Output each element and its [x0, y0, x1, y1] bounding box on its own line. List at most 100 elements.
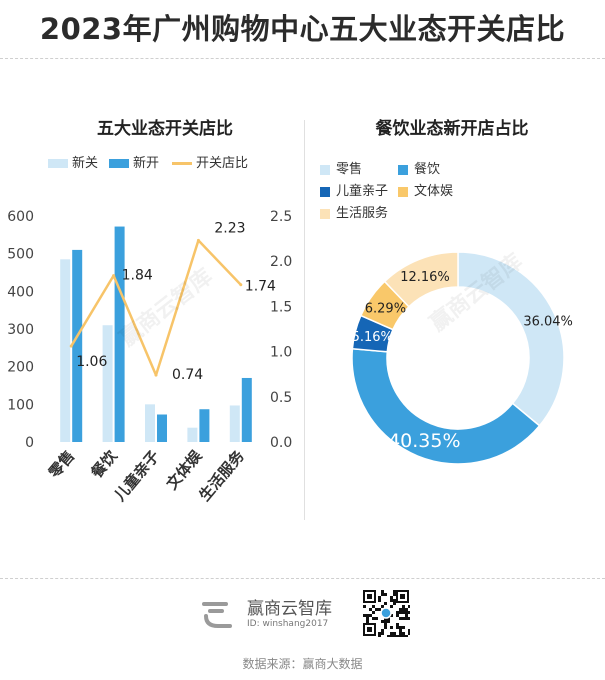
page-title: 2023年广州购物中心五大业态开关店比	[39, 12, 566, 46]
legend-kids: 儿童亲子	[320, 180, 388, 199]
footer-divider	[0, 578, 605, 579]
title-divider	[0, 58, 605, 59]
qr-module	[381, 590, 384, 593]
donut-data-label: 12.16%	[400, 270, 450, 285]
bar-open	[114, 226, 125, 442]
ratio-data-label: 0.74	[172, 367, 203, 383]
right-axis-tick-label: 1.5	[270, 299, 292, 315]
qr-module	[378, 632, 381, 635]
ratio-point	[154, 373, 158, 377]
qr-module	[396, 626, 399, 629]
left-axis-tick-label: 400	[7, 284, 34, 300]
qr-module	[408, 629, 410, 632]
qr-module	[405, 635, 408, 637]
donut-slice	[457, 251, 565, 427]
qr-module	[378, 596, 381, 599]
ratio-point	[239, 283, 243, 287]
qr-module	[381, 632, 384, 635]
donut-data-label: 6.29%	[365, 301, 406, 316]
qr-module	[405, 611, 408, 614]
bar-close	[60, 259, 71, 442]
legend-open: 新开	[109, 152, 159, 171]
left-axis-tick-label: 600	[7, 209, 34, 225]
qr-center	[380, 607, 392, 619]
qr-module	[393, 602, 396, 605]
qr-module	[387, 617, 390, 620]
qr-module	[399, 626, 402, 629]
donut-data-label: 40.35%	[388, 430, 460, 452]
legend-open-swatch	[109, 159, 129, 168]
qr-module	[402, 635, 405, 637]
qr-module	[387, 635, 390, 637]
qr-module	[396, 611, 399, 614]
left-axis-tick-label: 500	[7, 247, 34, 263]
qr-module	[393, 593, 396, 596]
qr-module	[396, 623, 399, 626]
qr-module	[366, 617, 369, 620]
legend-culture-label: 文体娱	[414, 184, 454, 199]
category-tick-label: 儿童亲子	[110, 447, 163, 505]
qr-module	[390, 599, 393, 602]
qr-finder	[367, 627, 372, 632]
left-axis-tick-label: 0	[25, 435, 34, 451]
legend-open-label: 新开	[133, 156, 160, 171]
bar-close	[187, 427, 198, 442]
ratio-point	[69, 344, 73, 348]
qr-module	[399, 635, 402, 637]
donut-data-label: 36.04%	[523, 314, 573, 329]
qr-module	[402, 611, 405, 614]
qr-module	[393, 632, 396, 635]
legend-kids-label: 儿童亲子	[336, 184, 389, 199]
right-axis-tick-label: 2.0	[270, 254, 292, 270]
qr-module	[399, 632, 402, 635]
qr-module	[390, 605, 393, 608]
category-tick-label: 零售	[45, 447, 79, 482]
ratio-data-label: 1.06	[76, 354, 107, 370]
qr-module	[384, 620, 387, 623]
legend-close-label: 新关	[72, 156, 99, 171]
ratio-data-label: 2.23	[214, 220, 245, 236]
qr-module	[381, 620, 384, 623]
qr-module	[372, 605, 375, 608]
legend-retail: 零售	[320, 158, 362, 177]
qr-module	[378, 635, 381, 637]
qr-module	[393, 635, 396, 637]
qr-module	[390, 614, 393, 617]
qr-module	[399, 629, 402, 632]
qr-module	[378, 608, 381, 611]
legend-close-swatch	[48, 159, 68, 168]
right-axis-tick-label: 2.5	[270, 209, 292, 225]
chart-divider	[304, 120, 305, 520]
legend-food: 餐饮	[398, 158, 440, 177]
qr-module	[363, 605, 366, 608]
qr-module	[375, 608, 378, 611]
brand-logo-icon	[202, 602, 232, 628]
qr-module	[369, 608, 372, 611]
qr-module	[387, 620, 390, 623]
qr-module	[399, 611, 402, 614]
legend-retail-swatch	[320, 164, 330, 175]
legend-food-swatch	[398, 164, 408, 175]
qr-module	[402, 605, 405, 608]
bar-close	[145, 404, 155, 442]
qr-module	[402, 608, 405, 611]
category-tick-label: 文体娱	[163, 446, 206, 493]
donut-slice	[383, 251, 459, 308]
qr-module	[369, 614, 372, 617]
ratio-data-label: 1.74	[245, 279, 276, 295]
right-axis-tick-label: 1.0	[270, 345, 292, 361]
left-axis-tick-label: 100	[7, 397, 34, 413]
qr-finder	[400, 594, 405, 599]
qr-module	[381, 593, 384, 596]
qr-module	[405, 617, 408, 620]
data-source: 数据来源：赢商大数据	[242, 657, 363, 671]
bar-line-chart: 0 100 200 300 400 500 600 0.0 0.5 1.0 1.5 2.0 2.5 零售餐…	[7, 209, 292, 505]
qr-module	[381, 605, 384, 608]
qr-module	[390, 596, 393, 599]
qr-module	[408, 617, 410, 620]
legend-food-label: 餐饮	[414, 162, 441, 177]
left-axis-tick-label: 200	[7, 360, 34, 376]
qr-module	[393, 590, 396, 593]
donut-slice	[351, 347, 541, 465]
qr-code-icon	[362, 589, 410, 637]
